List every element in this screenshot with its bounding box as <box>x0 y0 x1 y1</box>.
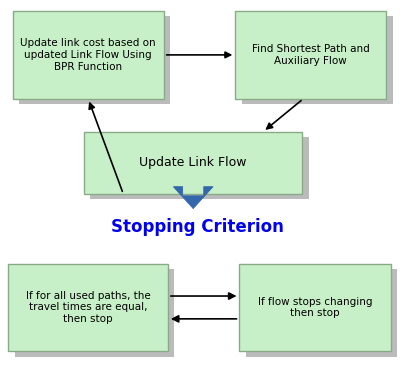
FancyBboxPatch shape <box>239 264 391 351</box>
FancyBboxPatch shape <box>84 132 302 194</box>
Text: Find Shortest Path and
Auxiliary Flow: Find Shortest Path and Auxiliary Flow <box>252 44 370 66</box>
FancyBboxPatch shape <box>15 269 174 357</box>
FancyBboxPatch shape <box>19 16 170 104</box>
Text: Update link cost based on
updated Link Flow Using
BPR Function: Update link cost based on updated Link F… <box>21 38 156 71</box>
FancyBboxPatch shape <box>241 16 393 104</box>
Polygon shape <box>173 187 213 209</box>
Text: If flow stops changing
then stop: If flow stops changing then stop <box>258 296 372 318</box>
Text: Update Link Flow: Update Link Flow <box>139 156 247 169</box>
Text: Stopping Criterion: Stopping Criterion <box>111 218 284 236</box>
FancyBboxPatch shape <box>235 11 386 99</box>
FancyBboxPatch shape <box>246 269 397 357</box>
FancyBboxPatch shape <box>90 137 309 199</box>
FancyBboxPatch shape <box>13 11 164 99</box>
Text: If for all used paths, the
travel times are equal,
then stop: If for all used paths, the travel times … <box>26 291 151 324</box>
FancyBboxPatch shape <box>8 264 168 351</box>
